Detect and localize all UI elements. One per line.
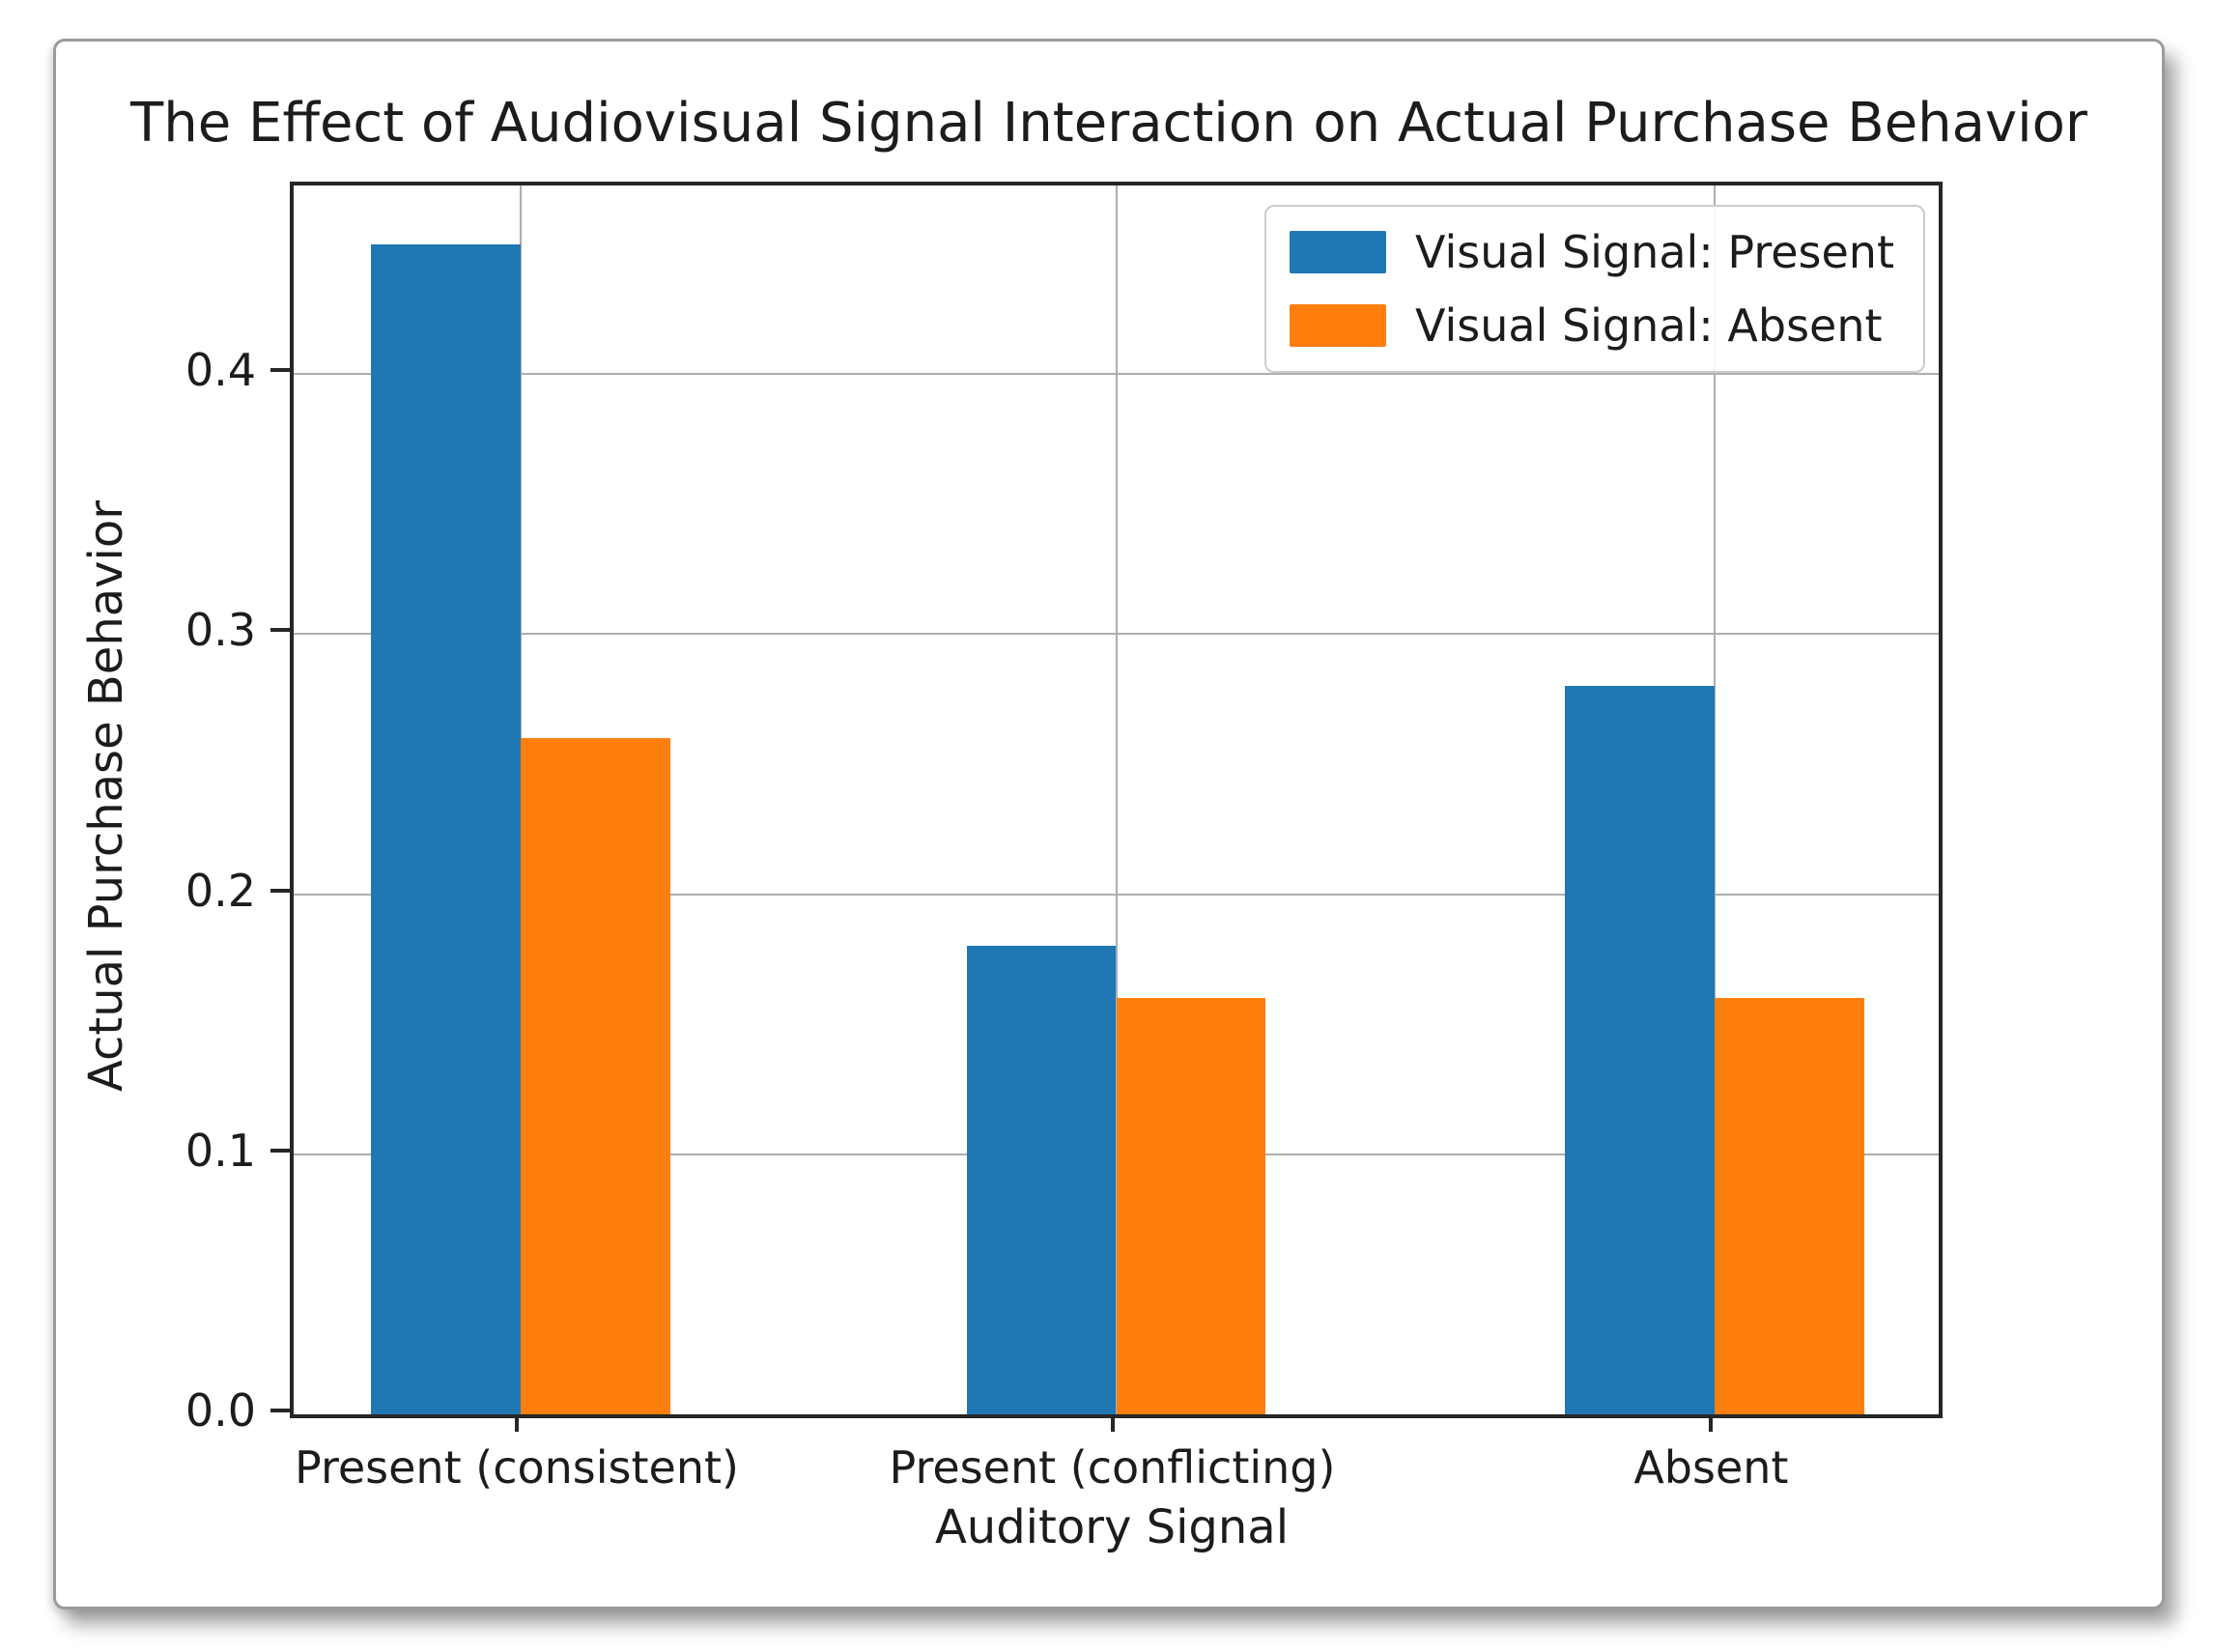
y-tick-label: 0.2	[184, 864, 256, 917]
x-tick-label: Present (consistent)	[295, 1441, 739, 1494]
x-gridline	[1115, 185, 1118, 1414]
x-gridline	[1714, 185, 1717, 1414]
bar-visual-absent	[521, 738, 670, 1414]
y-axis-label: Actual Purchase Behavior	[79, 500, 133, 1092]
legend-swatch	[1290, 304, 1387, 347]
y-tick	[270, 888, 290, 893]
y-tick	[270, 628, 290, 633]
y-tick	[270, 1409, 290, 1412]
x-axis-label: Auditory Signal	[934, 1500, 1290, 1554]
y-tick-label: 0.3	[184, 604, 256, 657]
legend-item: Visual Signal: Absent	[1290, 299, 1894, 352]
bar-visual-present	[1565, 686, 1716, 1414]
bar-visual-absent	[1715, 998, 1865, 1414]
x-tick	[1709, 1414, 1714, 1432]
plot-area: Visual Signal: Present Visual Signal: Abs…	[290, 182, 1943, 1418]
x-tick	[1110, 1414, 1115, 1432]
y-tick	[270, 1148, 290, 1153]
x-tick-label: Present (conflicting)	[889, 1441, 1336, 1494]
y-tick-label: 0.0	[184, 1384, 256, 1437]
chart-image: The Effect of Audiovisual Signal Interac…	[53, 39, 2165, 1609]
y-tick	[270, 368, 290, 373]
bar-visual-absent	[1116, 998, 1266, 1414]
legend: Visual Signal: Present Visual Signal: Abs…	[1264, 205, 1925, 373]
legend-label: Visual Signal: Absent	[1415, 299, 1883, 352]
legend-label: Visual Signal: Present	[1415, 226, 1894, 278]
legend-item: Visual Signal: Present	[1290, 226, 1894, 278]
legend-swatch	[1290, 231, 1387, 273]
y-tick-label: 0.1	[184, 1124, 256, 1177]
x-tick-label: Absent	[1633, 1441, 1789, 1494]
bar-visual-present	[966, 946, 1117, 1414]
x-tick	[515, 1414, 519, 1432]
chart-title: The Effect of Audiovisual Signal Interac…	[130, 92, 2087, 155]
bar-visual-present	[371, 243, 521, 1414]
y-tick-label: 0.4	[184, 344, 256, 397]
